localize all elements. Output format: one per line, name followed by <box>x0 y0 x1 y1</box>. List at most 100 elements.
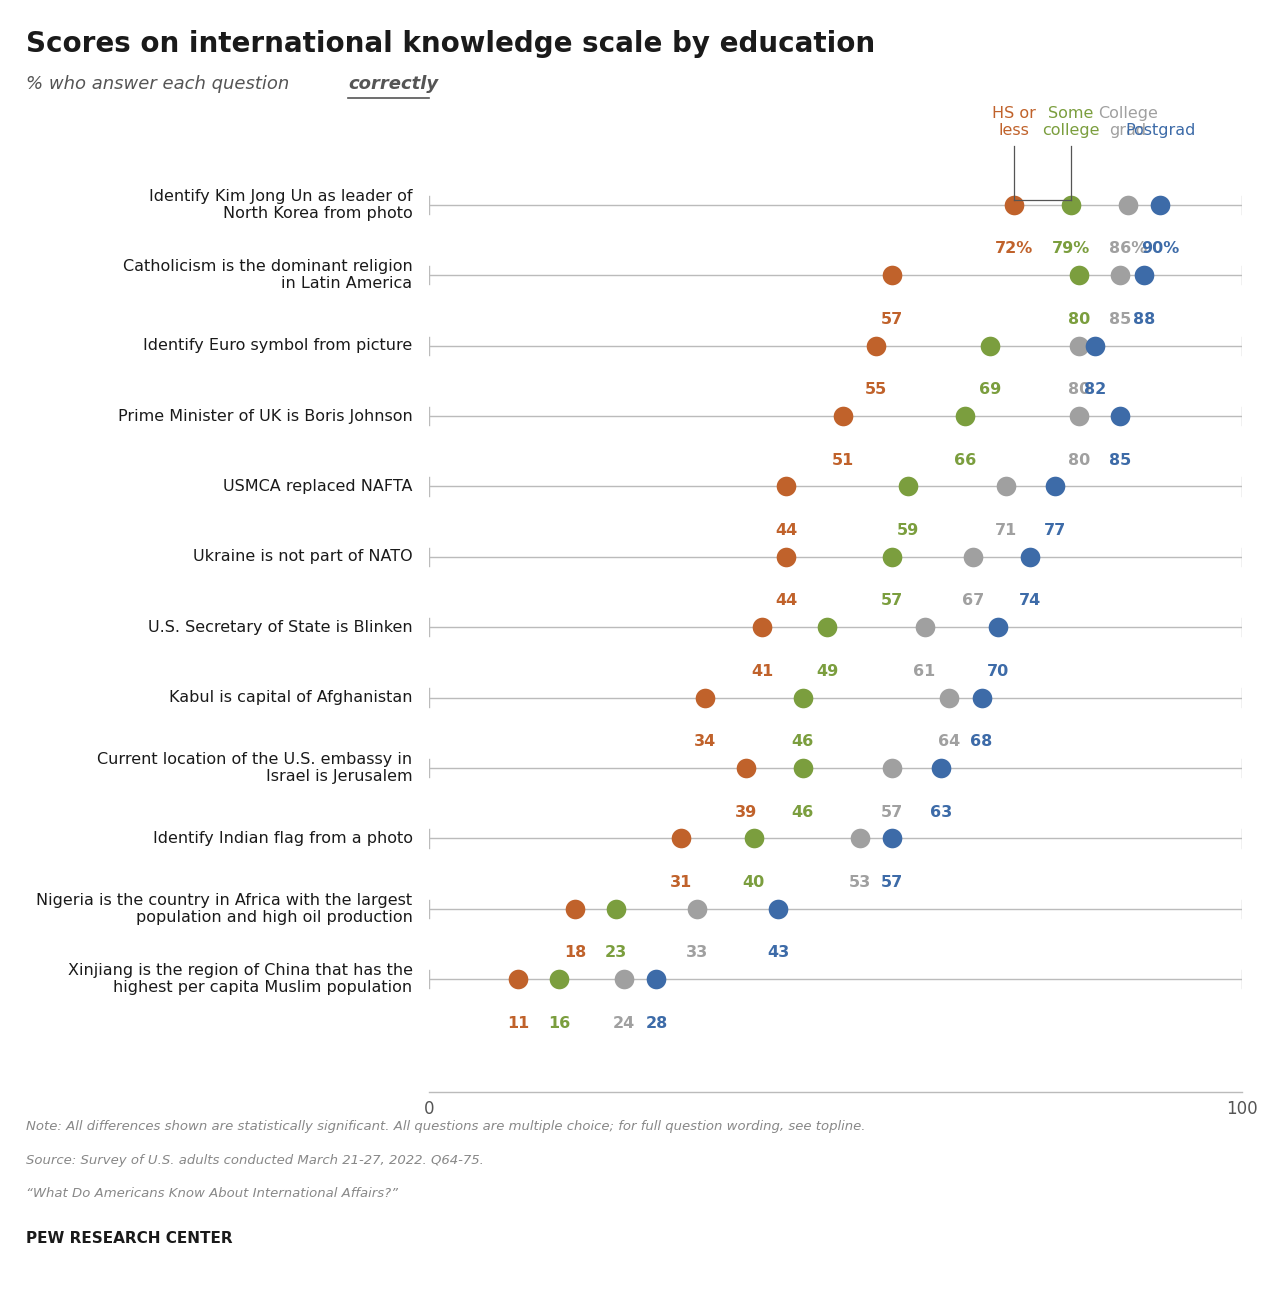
Text: 44: 44 <box>776 593 797 609</box>
Text: Identify Indian flag from a photo: Identify Indian flag from a photo <box>152 831 412 846</box>
Text: 80: 80 <box>1068 311 1091 327</box>
Point <box>1069 265 1089 286</box>
Text: 70: 70 <box>987 664 1009 678</box>
Point <box>882 757 902 778</box>
Point <box>792 687 813 708</box>
Text: USMCA replaced NAFTA: USMCA replaced NAFTA <box>223 479 412 494</box>
Text: 11: 11 <box>507 1016 530 1031</box>
Point <box>988 616 1009 637</box>
Point <box>882 547 902 567</box>
Text: 57: 57 <box>881 805 904 819</box>
Text: Scores on international knowledge scale by education: Scores on international knowledge scale … <box>26 30 874 58</box>
Point <box>1085 336 1106 357</box>
Point <box>613 969 634 990</box>
Point <box>1004 195 1024 216</box>
Text: 86%: 86% <box>1108 242 1147 257</box>
Text: Identify Kim Jong Un as leader of
North Korea from photo: Identify Kim Jong Un as leader of North … <box>148 189 412 221</box>
Point <box>1069 406 1089 426</box>
Text: 67: 67 <box>963 593 984 609</box>
Text: 34: 34 <box>694 734 717 749</box>
Text: Note: All differences shown are statistically significant. All questions are mul: Note: All differences shown are statisti… <box>26 1120 865 1133</box>
Text: 49: 49 <box>815 664 838 678</box>
Text: Prime Minister of UK is Boris Johnson: Prime Minister of UK is Boris Johnson <box>118 408 412 424</box>
Point <box>850 828 870 849</box>
Point <box>1117 195 1138 216</box>
Point <box>955 406 975 426</box>
Text: College
grad: College grad <box>1098 106 1157 138</box>
Point <box>979 336 1000 357</box>
Point <box>1110 406 1130 426</box>
Text: 28: 28 <box>645 1016 667 1031</box>
Text: 46: 46 <box>791 805 814 819</box>
Point <box>938 687 959 708</box>
Text: 57: 57 <box>881 593 904 609</box>
Text: correctly: correctly <box>348 75 438 93</box>
Point <box>914 616 934 637</box>
Text: Identify Euro symbol from picture: Identify Euro symbol from picture <box>143 339 412 353</box>
Text: 85: 85 <box>1108 311 1130 327</box>
Text: % who answer each question: % who answer each question <box>26 75 294 93</box>
Text: 63: 63 <box>929 805 952 819</box>
Point <box>751 616 772 637</box>
Point <box>865 336 886 357</box>
Text: 18: 18 <box>564 946 586 960</box>
Point <box>768 898 788 919</box>
Text: 61: 61 <box>914 664 936 678</box>
Text: 74: 74 <box>1019 593 1042 609</box>
Text: 72%: 72% <box>995 242 1033 257</box>
Point <box>605 898 626 919</box>
Point <box>972 687 992 708</box>
Point <box>508 969 529 990</box>
Text: 66: 66 <box>954 452 977 468</box>
Point <box>1110 265 1130 286</box>
Text: 39: 39 <box>735 805 756 819</box>
Text: 77: 77 <box>1043 523 1066 537</box>
Text: 53: 53 <box>849 875 870 890</box>
Text: Catholicism is the dominant religion
in Latin America: Catholicism is the dominant religion in … <box>123 260 412 292</box>
Point <box>671 828 691 849</box>
Text: Ukraine is not part of NATO: Ukraine is not part of NATO <box>193 549 412 565</box>
Point <box>776 547 796 567</box>
Text: 16: 16 <box>548 1016 570 1031</box>
Point <box>1149 195 1170 216</box>
Point <box>1069 336 1089 357</box>
Text: 71: 71 <box>995 523 1018 537</box>
Text: Postgrad: Postgrad <box>1125 123 1196 138</box>
Point <box>833 406 854 426</box>
Point <box>776 475 796 496</box>
Point <box>792 757 813 778</box>
Text: 59: 59 <box>897 523 919 537</box>
Point <box>695 687 716 708</box>
Point <box>549 969 570 990</box>
Point <box>687 898 708 919</box>
Text: 82: 82 <box>1084 382 1106 397</box>
Point <box>1020 547 1041 567</box>
Text: 57: 57 <box>881 875 904 890</box>
Point <box>963 547 983 567</box>
Text: U.S. Secretary of State is Blinken: U.S. Secretary of State is Blinken <box>148 620 412 634</box>
Text: PEW RESEARCH CENTER: PEW RESEARCH CENTER <box>26 1231 232 1247</box>
Text: Some
college: Some college <box>1042 106 1100 138</box>
Text: Source: Survey of U.S. adults conducted March 21-27, 2022. Q64-75.: Source: Survey of U.S. adults conducted … <box>26 1154 484 1167</box>
Text: Xinjiang is the region of China that has the
highest per capita Muslim populatio: Xinjiang is the region of China that has… <box>68 963 412 995</box>
Text: 80: 80 <box>1068 382 1091 397</box>
Text: Kabul is capital of Afghanistan: Kabul is capital of Afghanistan <box>169 690 412 705</box>
Text: 57: 57 <box>881 311 904 327</box>
Point <box>1134 265 1155 286</box>
Text: 68: 68 <box>970 734 992 749</box>
Point <box>817 616 837 637</box>
Text: 51: 51 <box>832 452 855 468</box>
Point <box>996 475 1016 496</box>
Text: 33: 33 <box>686 946 708 960</box>
Text: 80: 80 <box>1068 452 1091 468</box>
Point <box>646 969 667 990</box>
Text: 46: 46 <box>791 734 814 749</box>
Text: HS or
less: HS or less <box>992 106 1036 138</box>
Point <box>882 265 902 286</box>
Point <box>1044 475 1065 496</box>
Text: 64: 64 <box>938 734 960 749</box>
Text: 44: 44 <box>776 523 797 537</box>
Text: Current location of the U.S. embassy in
Israel is Jerusalem: Current location of the U.S. embassy in … <box>97 752 412 784</box>
Point <box>1061 195 1082 216</box>
Point <box>882 828 902 849</box>
